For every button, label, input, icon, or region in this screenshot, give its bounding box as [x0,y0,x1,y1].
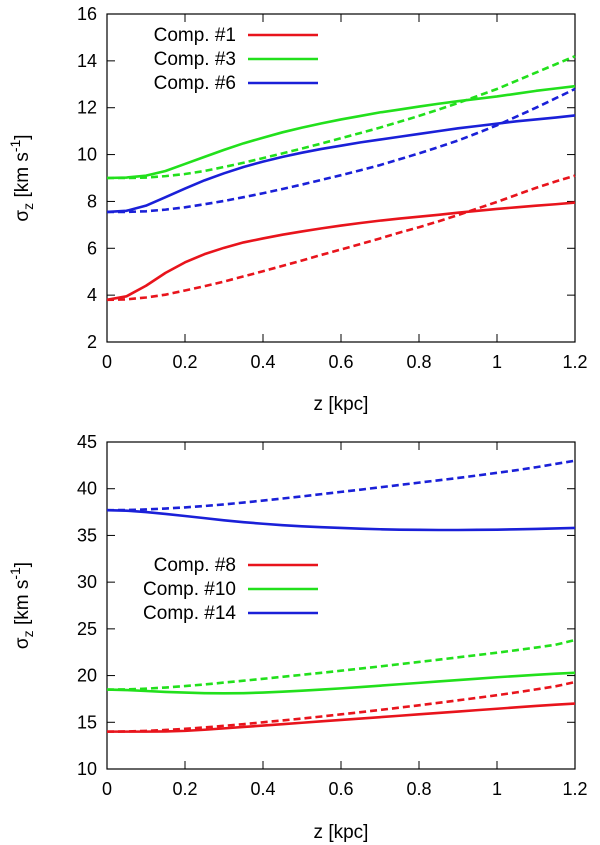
series-line-comp-8-dashed [106,680,576,733]
y-tick-label: 45 [77,432,97,452]
x-tick-label: 0.2 [172,779,197,799]
y-tick-label: 4 [87,285,97,305]
y-axis-title: σz [km s-1] [7,134,36,221]
series-line-comp-10 [106,671,576,695]
series-line-comp-3 [106,84,576,180]
series-line-comp-14-dashed [106,459,576,512]
x-tick-label: 0.6 [328,352,353,372]
x-tick-label: 1.2 [562,779,587,799]
x-tick-label: 1 [492,779,502,799]
y-tick-label: 14 [77,51,97,71]
x-tick-label: 0.4 [250,779,275,799]
series-line-comp-10-dashed [106,638,576,691]
y-tick-label: 35 [77,525,97,545]
series-line-comp-3-dashed [107,54,576,180]
x-axis-title: z [kpc] [314,394,369,415]
legend-label: Comp. #6 [154,73,236,94]
legend-label: Comp. #10 [143,579,236,600]
x-axis-title: z [kpc] [314,822,369,843]
chart-panel-1: 0 0.2 0.4 0.6 0.8 1 1.2 2 4 6 8 10 12 14 16 z [kpc] σz [… [7,4,588,415]
y-tick-label: 20 [77,666,97,686]
legend-label: Comp. #1 [154,25,236,46]
x-tick-label: 1.2 [562,352,587,372]
x-tick-label: 0.8 [406,779,431,799]
y-tick-label: 15 [77,712,97,732]
y-tick-label: 6 [87,238,97,258]
x-tick-label: 0.8 [406,352,431,372]
y-tick-label: 12 [77,98,97,118]
x-tick-label: 1 [492,352,502,372]
series-line-comp-1 [106,201,576,302]
series-line-comp-14 [106,508,576,532]
series-line-comp-6 [106,114,576,214]
series-line-comp-8 [107,702,576,733]
y-tick-label: 8 [87,191,97,211]
y-tick-label: 10 [77,759,97,779]
y-axis-title: σz [km s-1] [7,562,36,649]
x-tick-label: 0.6 [328,779,353,799]
y-tick-label: 2 [87,332,97,352]
legend-label: Comp. #8 [154,555,236,576]
x-tick-label: 0.2 [172,352,197,372]
legend-label: Comp. #14 [143,603,236,624]
legend-label: Comp. #3 [154,49,236,70]
y-tick-label: 10 [77,145,97,165]
x-tick-label: 0 [102,352,112,372]
series-line-comp-6-dashed [107,87,576,214]
chart-panel-2: 0 0.2 0.4 0.6 0.8 1 1.2 10 15 20 25 30 35 40 45 z [kpc]… [7,432,588,843]
series-line-comp-1-dashed [106,174,576,302]
x-tick-label: 0.4 [250,352,275,372]
x-tick-label: 0 [102,779,112,799]
y-tick-label: 16 [77,4,97,24]
y-tick-label: 30 [77,572,97,592]
y-tick-label: 40 [77,479,97,499]
y-tick-label: 25 [77,619,97,639]
